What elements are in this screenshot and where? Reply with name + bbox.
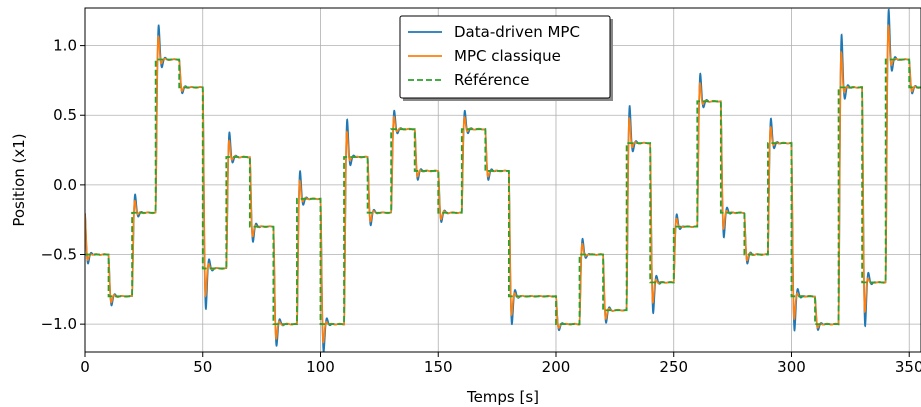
legend: Data-driven MPC MPC classique Référence [399, 15, 613, 101]
y-tick-label: −0.5 [41, 246, 77, 264]
y-tick-label: −1.0 [41, 315, 77, 333]
legend-label: MPC classique [454, 47, 561, 65]
tick-marks [80, 45, 910, 357]
x-tick-label: 0 [80, 358, 90, 376]
plot-frame [84, 7, 921, 353]
tick-labels: 0 50 100 150 200 250 300 350 −1.0 −0.5 0.0 0.5 1.0 [41, 37, 921, 376]
legend-box [399, 15, 611, 99]
series-line-reference [85, 58, 921, 326]
y-tick-label: 0.5 [53, 106, 77, 124]
x-tick-label: 300 [777, 358, 806, 376]
x-tick-label: 150 [424, 358, 453, 376]
y-tick-label: 1.0 [53, 37, 77, 55]
y-axis-label: Position (x1) [10, 133, 28, 226]
legend-label: Data-driven MPC [454, 23, 580, 41]
x-tick-label: 350 [895, 358, 921, 376]
x-tick-label: 250 [659, 358, 688, 376]
x-tick-label: 200 [542, 358, 571, 376]
x-axis-label: Temps [s] [466, 388, 539, 406]
x-tick-label: 50 [193, 358, 212, 376]
legend-label: Référence [454, 71, 530, 89]
series-layer [85, 8, 921, 352]
x-tick-label: 100 [306, 358, 335, 376]
y-tick-label: 0.0 [53, 176, 77, 194]
